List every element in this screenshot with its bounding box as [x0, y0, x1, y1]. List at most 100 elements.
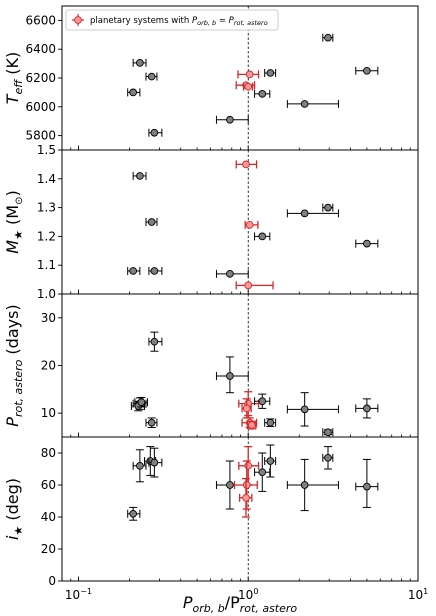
point-marker [244, 82, 253, 91]
data-point [127, 506, 141, 521]
data-point [148, 266, 163, 275]
point-marker [150, 458, 159, 467]
y-tick-label: 6000 [25, 100, 56, 114]
point-marker [245, 221, 254, 229]
point-marker [242, 493, 250, 502]
data-point [254, 89, 271, 98]
point-marker [147, 418, 156, 427]
point-marker [136, 172, 144, 180]
point-marker [136, 461, 144, 470]
y-tick-label: 20 [41, 542, 56, 556]
point-marker [324, 453, 332, 462]
data-point [132, 58, 147, 67]
y-tick-label: 20 [41, 359, 56, 373]
highlight-point [241, 398, 252, 419]
point-marker [363, 239, 371, 248]
x-tick-base: 10 [408, 588, 423, 602]
data-point [322, 428, 334, 437]
x-tick-exponent: −1 [80, 587, 92, 596]
panel-frame [61, 293, 419, 438]
point-marker [147, 218, 156, 226]
y-axis-label: i★ (deg) [3, 478, 25, 540]
highlight-point [235, 160, 258, 169]
y-tick-label: 6400 [25, 42, 56, 56]
y-label-symbol: M [3, 240, 22, 254]
y-label-symbol: i [3, 535, 22, 540]
panel-mass: 1.0 1.1 1.2 1.3 1.4 1.5 M★ (M⊙) [3, 143, 419, 301]
highlight-point [238, 477, 253, 518]
y-label-unit: (deg) [3, 478, 22, 526]
data-point [264, 68, 277, 77]
y-tick-label: 6600 [25, 13, 56, 27]
highlight-point [246, 420, 257, 430]
y-tick-label: 10 [41, 406, 56, 420]
data-point [264, 444, 277, 478]
data-point [148, 447, 163, 478]
point-marker [363, 404, 371, 413]
x-tick-exponent: 0 [253, 587, 258, 596]
point-marker [258, 397, 267, 406]
y-label-unit: (M [3, 205, 22, 230]
data-point [286, 99, 339, 108]
point-marker [363, 66, 371, 75]
legend: planetary systems with Porb, b ≃ Prot, a… [65, 9, 279, 31]
data-point [286, 209, 339, 218]
data-point [215, 356, 249, 394]
y-tick-label: 1.3 [37, 201, 56, 215]
data-point [145, 72, 158, 81]
y-label-symbol: P [3, 417, 22, 427]
point-marker [258, 89, 267, 98]
point-marker [266, 457, 275, 465]
data-point [145, 218, 158, 226]
y-tick-label: 1.5 [37, 143, 56, 157]
point-marker [300, 405, 309, 414]
point-marker [258, 232, 267, 241]
x-tick-exponent: 1 [423, 587, 428, 596]
data-point [264, 418, 277, 428]
data-point [355, 458, 379, 508]
x-tick-label: 101 [408, 587, 428, 602]
data-point [132, 449, 147, 483]
point-marker [363, 482, 371, 491]
x-tick-label: 10−1 [65, 587, 92, 602]
legend-label: planetary systems with Porb, b ≃ Prot, a… [90, 16, 268, 27]
y-label-sun-subscript: ⊙ [14, 197, 25, 205]
point-marker [129, 267, 138, 275]
y-label-unit: (K) [3, 52, 22, 80]
x-axis: 10−1 100 101 [65, 587, 428, 602]
panel-frame [61, 149, 419, 295]
panel-frame [61, 436, 419, 582]
highlight-point [237, 70, 260, 79]
y-tick-label: 0 [48, 574, 56, 588]
legend-marker-dot [74, 16, 82, 24]
y-axis-label: Prot, astero (days) [3, 304, 25, 426]
highlight-point [235, 281, 274, 290]
legend-frame [65, 9, 279, 31]
data-point [148, 331, 163, 352]
point-marker [137, 398, 146, 407]
point-marker [129, 88, 138, 97]
y-axis-label: M★ (M⊙) [3, 190, 25, 253]
data-point [127, 88, 141, 97]
data-point [127, 266, 141, 275]
data-point [132, 171, 147, 180]
data-point [322, 33, 334, 42]
point-marker [129, 509, 138, 518]
panels-layer: 5800 6000 6200 6400 6600 Teff (K) 1.0 1.1 1.2 1.3… [3, 5, 419, 588]
point-marker [300, 481, 309, 489]
data-point [145, 417, 158, 428]
data-point [215, 115, 249, 124]
data-point [355, 66, 379, 75]
y-tick-label: 30 [41, 311, 56, 325]
x-tick-base: 10 [238, 588, 253, 602]
data-point [254, 393, 271, 409]
data-point [322, 203, 334, 212]
y-label-unit: (days) [3, 304, 22, 359]
point-marker [147, 72, 156, 81]
point-marker [226, 269, 234, 278]
point-marker [266, 69, 275, 77]
y-tick-label: 5800 [25, 129, 56, 143]
panel-teff: 5800 6000 6200 6400 6600 Teff (K) [3, 5, 419, 151]
y-tick-label: 1.2 [37, 229, 56, 243]
